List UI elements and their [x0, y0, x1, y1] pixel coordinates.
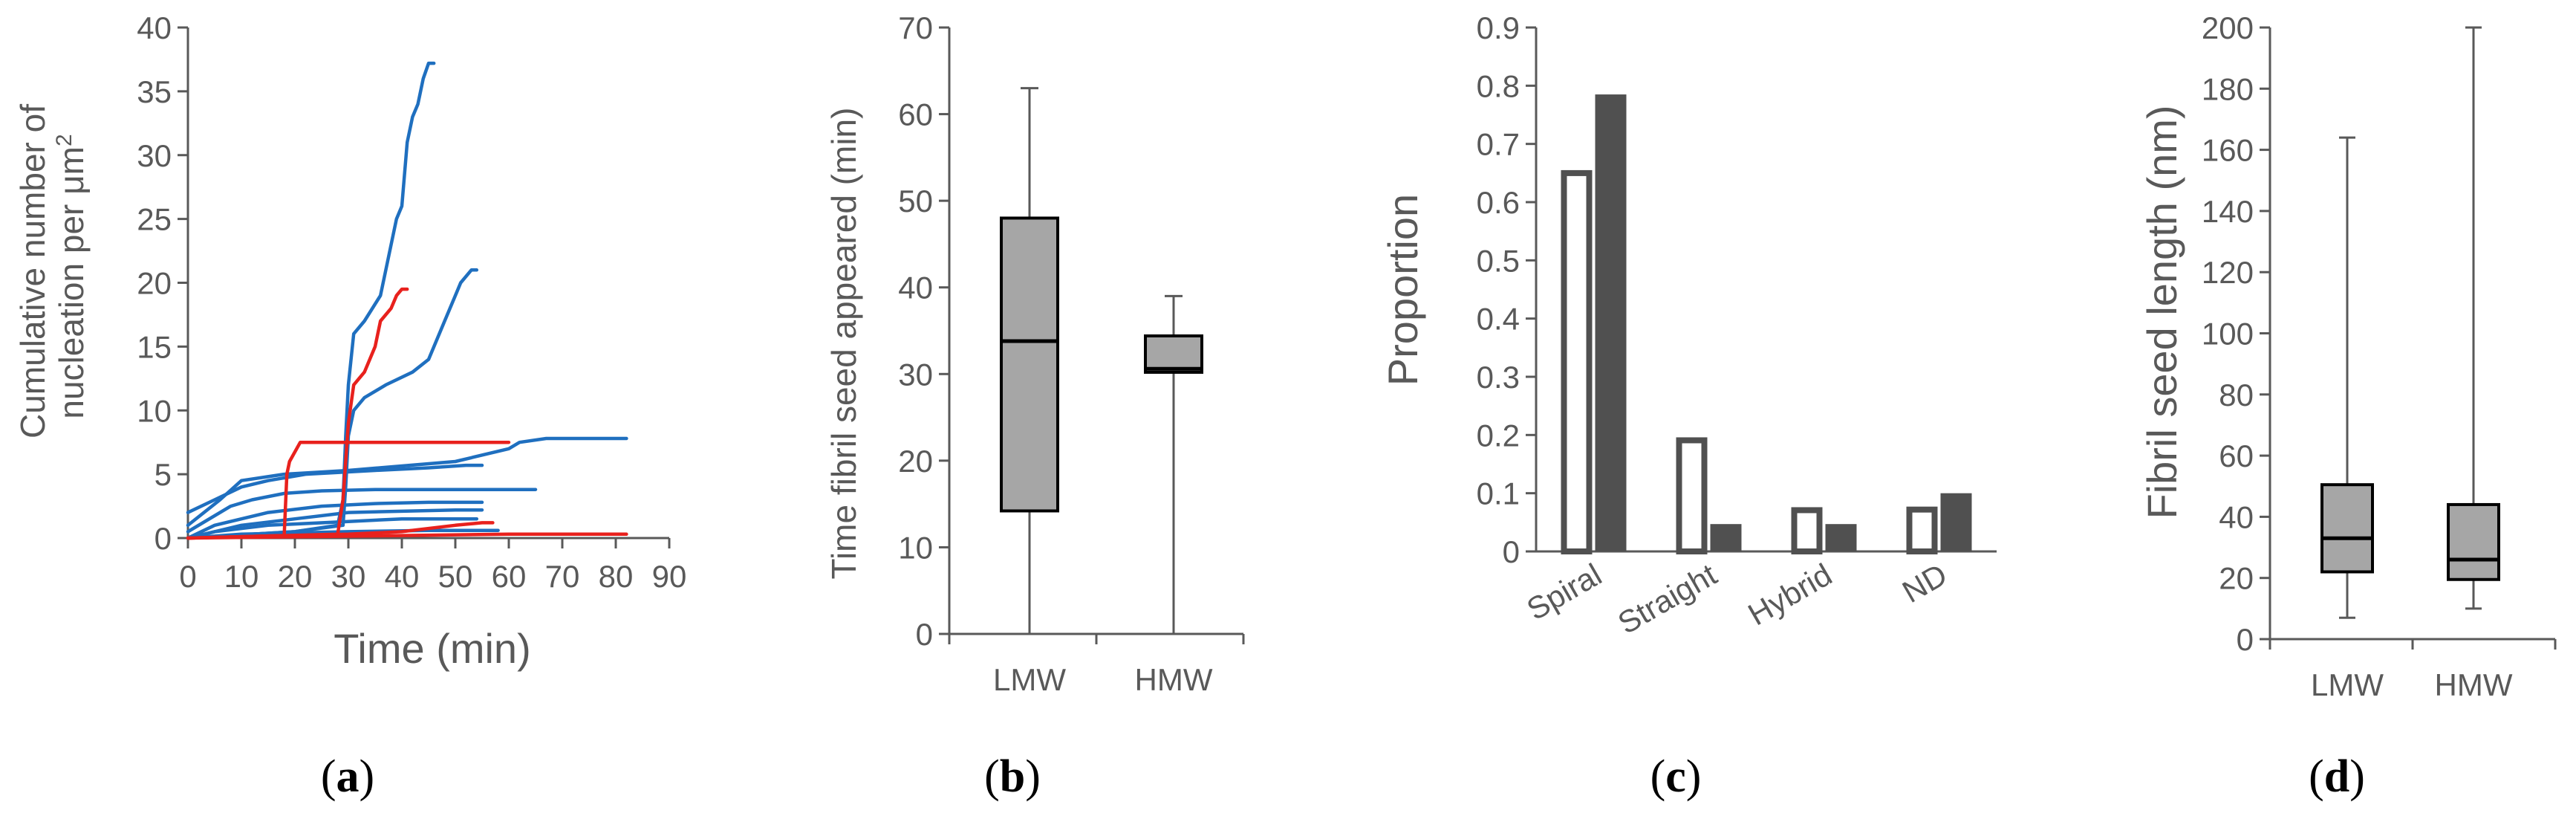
panel-d-y-tick-label: 60: [2219, 438, 2254, 473]
panel-a-x-tick-label: 30: [331, 559, 366, 594]
panel-c-y-tick-label: 0: [1503, 534, 1520, 569]
panel-d-category-label: HMW: [2435, 667, 2513, 702]
panel-a-label: (a): [321, 751, 374, 802]
panel-a-x-tick-label: 60: [492, 559, 527, 594]
panel-b-y-tick-label: 70: [898, 10, 933, 45]
panel-c-chart: 0 0.1 0.2 0.3 0.4 0.5 0.6 0.7 0.8 0.9 Spiral Straig…: [1477, 10, 1997, 641]
panel-d-y-tick-label: 80: [2219, 378, 2254, 412]
panel-d-letter: d: [2324, 751, 2349, 802]
panel-c-y-tick-label: 0.7: [1477, 127, 1520, 162]
panel-c-letter: c: [1665, 751, 1686, 802]
panel-a-ylabel-line2-text: nucleation per μm: [52, 146, 91, 419]
panel-c-bar-dark: [1711, 524, 1742, 551]
panel-b-category-label: LMW: [993, 662, 1066, 697]
panel-a-y-tick-label: 0: [155, 521, 172, 556]
panel-c-y-tick-label: 0.3: [1477, 360, 1520, 395]
panel-a-y-tick-label: 15: [137, 329, 172, 364]
panel-c-bar-white: [1795, 510, 1820, 551]
panel-d-box: [2448, 505, 2499, 580]
panel-a-y-tick-label: 25: [137, 202, 172, 237]
panel-a-xlabel: Time (min): [334, 625, 530, 672]
panel-d-category-label: LMW: [2311, 667, 2384, 702]
figure: 05101520253035400 10 20 30 40 50 60 70 80 90 Cumu…: [0, 0, 2576, 816]
panel-a-chart: 0 5 10 15 20 25 30 35 40 0 10 20 30 40 50 60 70 80 90: [137, 10, 686, 594]
panel-b-box: [1001, 218, 1058, 511]
panel-a-y-tick-label: 5: [155, 457, 172, 492]
panel-c-y-tick-label: 0.8: [1477, 68, 1520, 103]
panel-b-label: (b): [984, 751, 1041, 802]
panel-c-y-tick-label: 0.9: [1477, 10, 1520, 45]
panel-a-x-tick-label: 80: [599, 559, 634, 594]
panel-d-y-tick-label: 120: [2202, 255, 2254, 290]
panel-a-x-tick-label: 70: [545, 559, 580, 594]
panel-a-letter: a: [336, 751, 360, 802]
panel-a-ylabel-sup: 2: [52, 134, 77, 146]
panel-d-y-tick-label: 20: [2219, 561, 2254, 596]
panel-a-ylabel-line2: nucleation per μm2: [52, 134, 91, 418]
panel-c-bar-dark: [1941, 493, 1972, 551]
panel-b-category-label: HMW: [1135, 662, 1213, 697]
panel-c-y-tick-label: 0.6: [1477, 185, 1520, 220]
panel-c-ylabel: Proportion: [1379, 194, 1426, 386]
panel-d-y-tick-label: 200: [2202, 10, 2254, 45]
panel-d-label: (d): [2309, 751, 2365, 802]
panel-c-category-label: Spiral: [1520, 557, 1607, 626]
panel-b-y-tick-label: 20: [898, 444, 933, 479]
panel-a-y-tick-label: 20: [137, 266, 172, 301]
panel-c-y-tick-label: 0.5: [1477, 243, 1520, 278]
panel-d-y-tick-label: 100: [2202, 317, 2254, 352]
panel-c-category-label: Straight: [1612, 557, 1723, 641]
panel-c-bar-white: [1564, 173, 1590, 551]
panel-d-y-tick-label: 180: [2202, 71, 2254, 106]
panel-d-y-tick-label: 140: [2202, 194, 2254, 229]
panel-b-y-tick-label: 10: [898, 530, 933, 565]
panel-b-y-tick-label: 30: [898, 357, 933, 392]
panel-a-y-tick-label: 35: [137, 74, 172, 109]
panel-c-y-tick-label: 0.4: [1477, 302, 1520, 337]
panel-c-y-tick-label: 0.1: [1477, 476, 1520, 511]
panel-b-letter: b: [1000, 751, 1025, 802]
panel-d-y-tick-label: 160: [2202, 133, 2254, 168]
panel-a-y-tick-label: 30: [137, 138, 172, 173]
panel-d-chart: 0 20 40 60 80 100 120 140 160 180 200 LMW HMW: [2202, 10, 2555, 702]
panel-c-bar-dark: [1596, 94, 1627, 551]
panel-d-box: [2322, 485, 2372, 571]
panel-d-ylabel: Fibril seed length (nm): [2138, 105, 2185, 519]
panel-b-chart: 0 10 20 30 40 50 60 70 LMW HMW: [898, 10, 1243, 697]
panel-b-y-tick-label: 0: [916, 617, 933, 652]
panel-c-bar-dark: [1826, 524, 1857, 551]
panel-b-y-tick-label: 40: [898, 271, 933, 305]
panel-d-y-tick-label: 40: [2219, 499, 2254, 534]
panel-c-label: (c): [1650, 751, 1702, 802]
panel-c-category-label: ND: [1896, 557, 1953, 609]
panel-a-x-tick-label: 40: [385, 559, 420, 594]
panel-a-y-tick-label: 40: [137, 10, 172, 45]
panel-a-series-blue-line: [188, 270, 477, 538]
panel-a-x-tick-label: 90: [652, 559, 687, 594]
panel-a-y-tick-label: 10: [137, 393, 172, 428]
panel-b-y-tick-label: 50: [898, 184, 933, 218]
panel-b-ylabel: Time fibril seed appeared (min): [824, 108, 863, 580]
panel-b-box: [1145, 336, 1202, 372]
panel-d-y-tick-label: 0: [2237, 622, 2254, 657]
panel-a-ylabel-line1: Cumulative number of: [13, 104, 52, 438]
panel-b-y-tick-label: 60: [898, 97, 933, 132]
panel-a-x-tick-label: 20: [278, 559, 313, 594]
panel-c-bar-white: [1679, 440, 1705, 551]
panel-c-y-tick-label: 0.2: [1477, 418, 1520, 453]
panel-a-x-tick-label: 10: [224, 559, 259, 594]
panel-c-category-label: Hybrid: [1742, 557, 1838, 632]
panel-a-x-tick-label: 50: [438, 559, 473, 594]
panel-c-bar-white: [1910, 510, 1935, 551]
panel-a-x-tick-label: 0: [179, 559, 196, 594]
